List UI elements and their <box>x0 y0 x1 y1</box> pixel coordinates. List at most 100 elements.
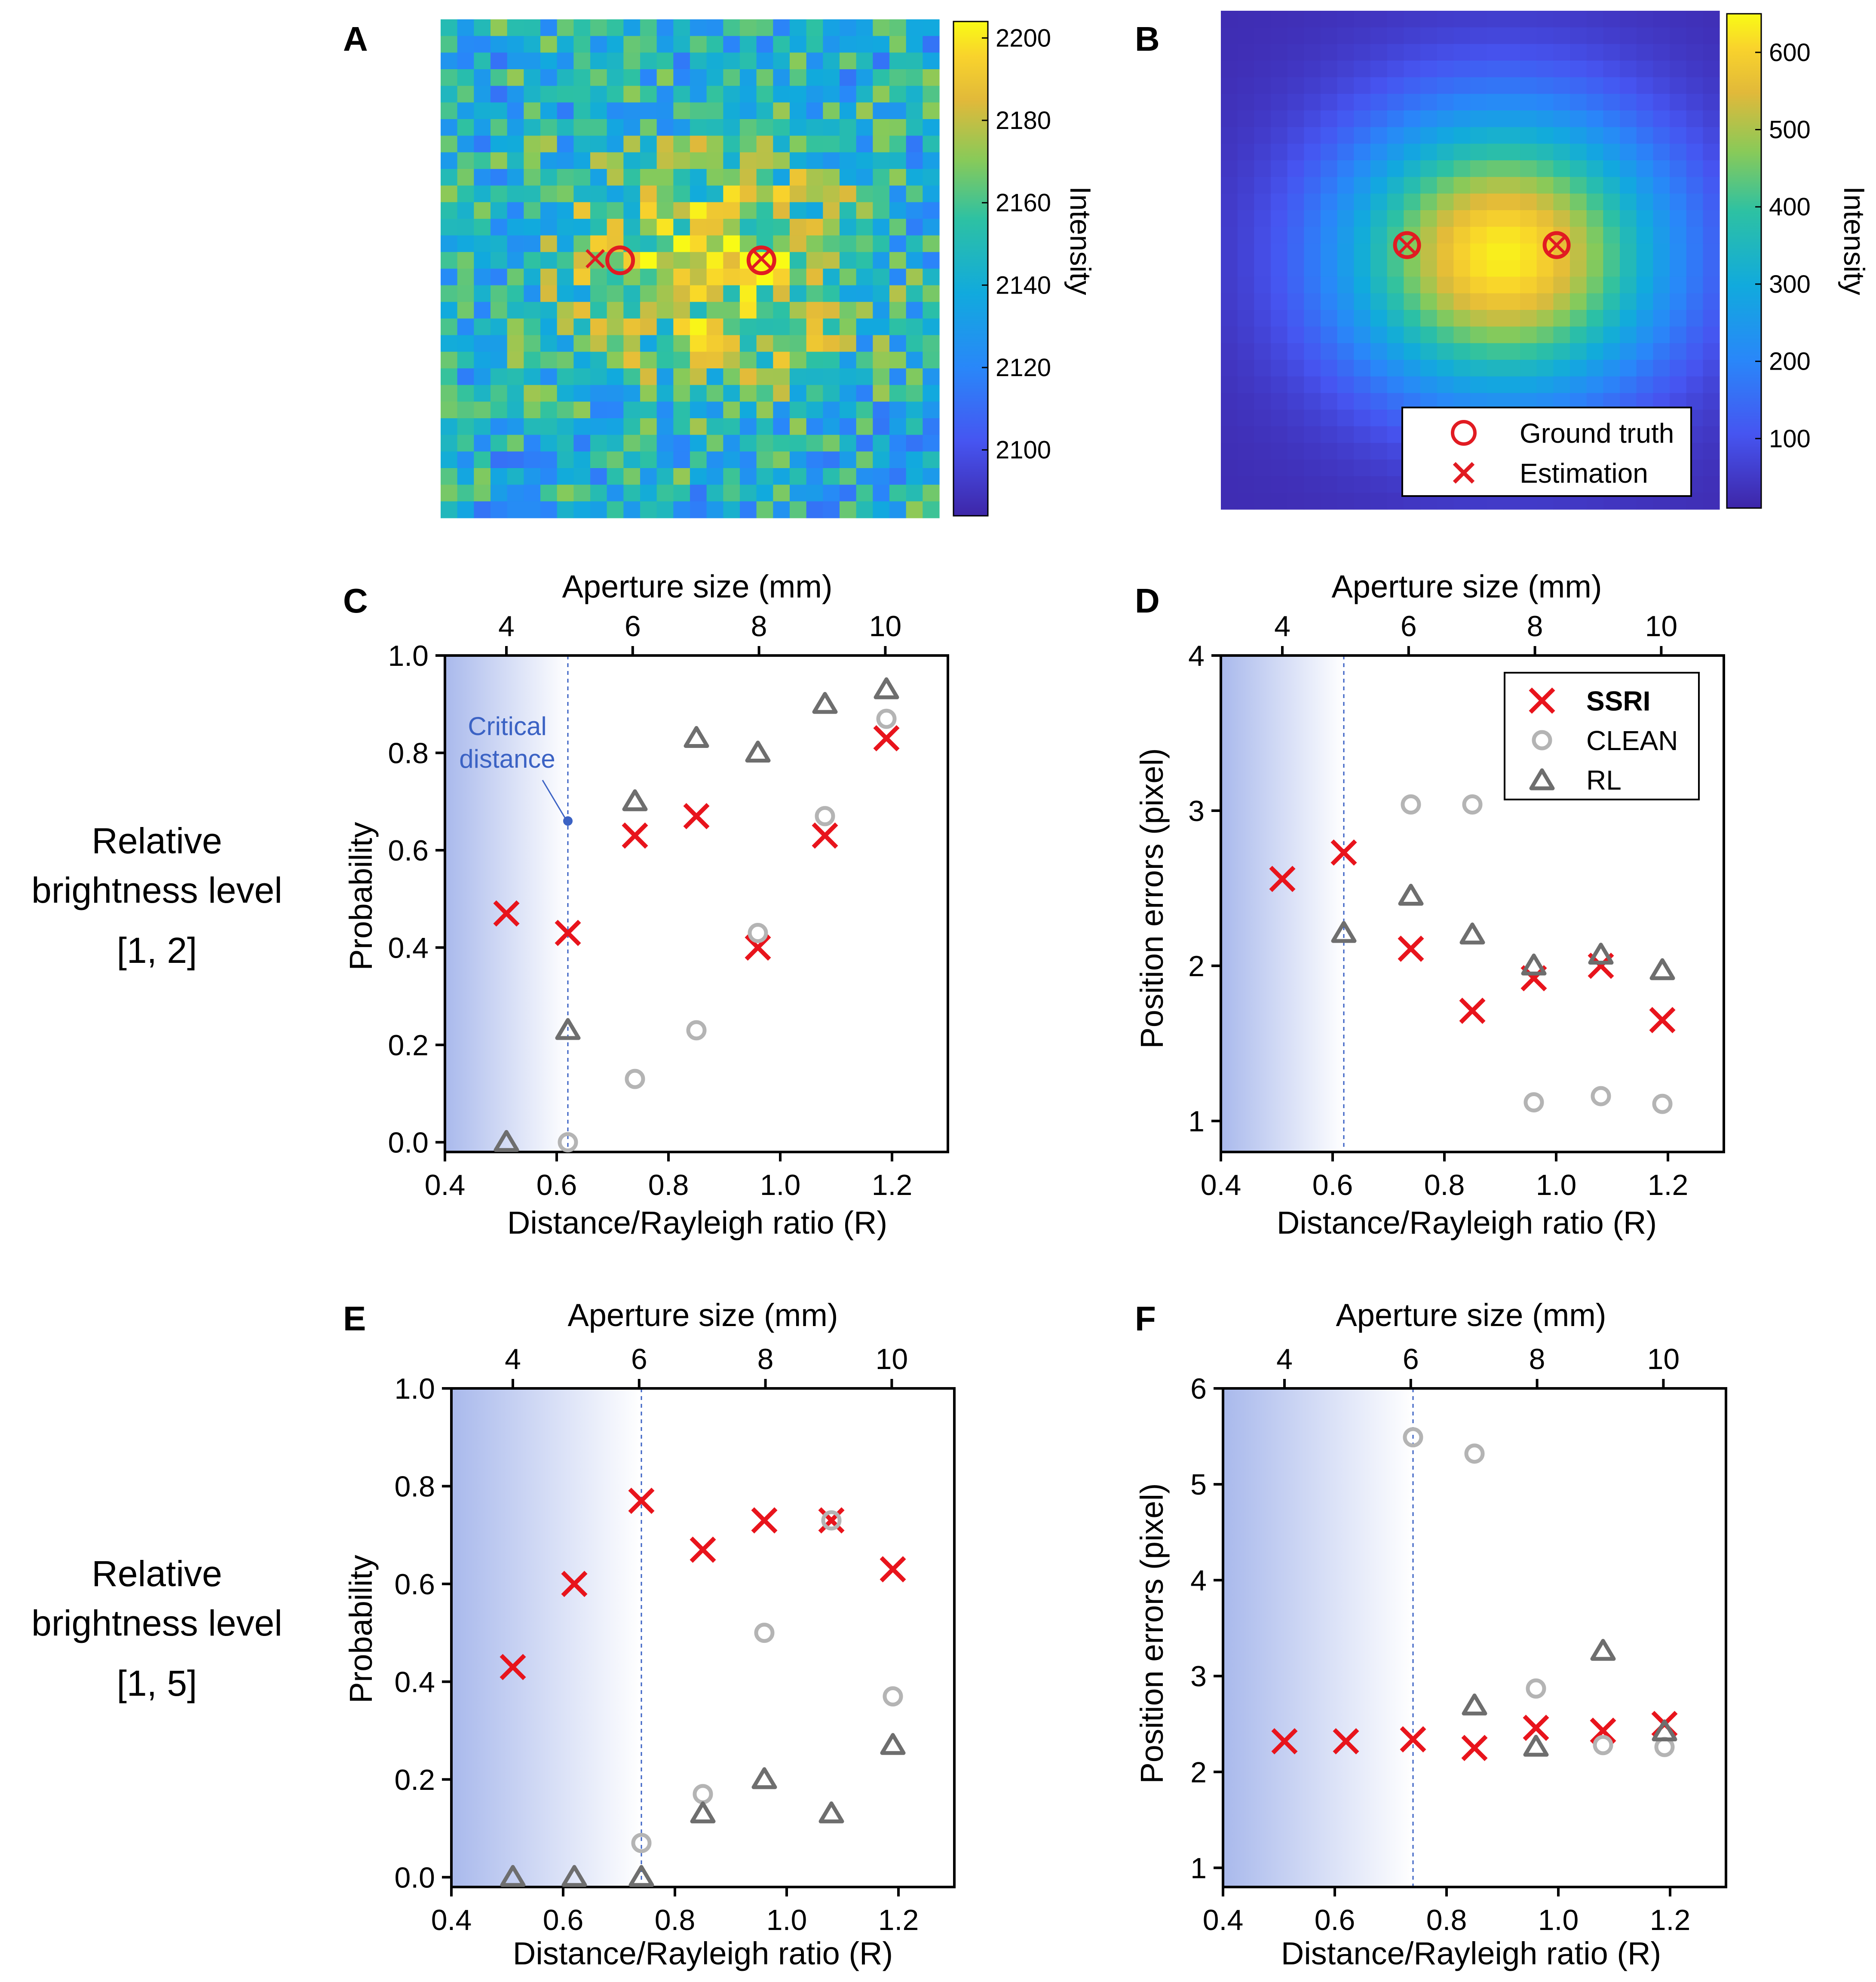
heatmap-cell <box>673 484 690 502</box>
heatmap-cell <box>723 385 740 402</box>
heatmap-cell <box>1304 293 1321 310</box>
heatmap-cell <box>1686 61 1703 78</box>
heatmap-cell <box>1686 210 1703 227</box>
x-tick-label: 1.0 <box>760 1169 801 1201</box>
heatmap-cell <box>840 69 857 86</box>
heatmap-cell <box>1653 210 1670 227</box>
heatmap-cell <box>840 152 857 169</box>
heatmap-cell <box>1321 77 1338 94</box>
heatmap-cell <box>873 185 890 202</box>
heatmap-cell <box>607 468 624 485</box>
heatmap-cell <box>507 219 524 236</box>
heatmap-cell <box>1653 61 1670 78</box>
heatmap-cell <box>557 185 574 202</box>
heatmap-cell <box>590 352 607 369</box>
heatmap-cell <box>1221 193 1238 211</box>
heatmap-cell <box>1287 376 1304 393</box>
point-clean <box>1593 1735 1613 1755</box>
point-ssri <box>812 822 838 849</box>
heatmap-cell <box>1536 343 1554 360</box>
heatmap-cell <box>773 451 790 469</box>
heatmap-cell <box>590 501 607 518</box>
heatmap-cell <box>1237 210 1254 227</box>
heatmap-cell <box>856 269 873 286</box>
heatmap-cell <box>673 235 690 252</box>
heatmap-cell <box>1271 393 1288 410</box>
heatmap-cell <box>1636 360 1653 377</box>
heatmap-cell <box>923 352 940 369</box>
heatmap-cell <box>1453 210 1471 227</box>
heatmap-cell <box>756 435 773 452</box>
markers-a <box>585 245 776 276</box>
heatmap-cell <box>607 219 624 236</box>
heatmap-cell <box>873 335 890 352</box>
heatmap-cell <box>740 202 757 219</box>
heatmap-cell <box>1536 310 1554 327</box>
row-label-1: Relative brightness level [1, 2] <box>31 821 282 971</box>
x-tick: 0.6 <box>1315 1887 1355 1936</box>
heatmap-cell <box>1453 44 1471 61</box>
heatmap-cell <box>656 36 674 53</box>
heatmap-cell <box>1420 343 1438 360</box>
heatmap-cell <box>490 484 508 502</box>
heatmap-cell <box>756 319 773 336</box>
heatmap-cell <box>524 451 541 469</box>
heatmap-cell <box>1586 61 1603 78</box>
heatmap-cell <box>756 484 773 502</box>
heatmap-cell <box>1487 343 1504 360</box>
heatmap-cell <box>590 36 607 53</box>
heatmap-cell <box>507 86 524 103</box>
heatmap-cell <box>1603 276 1620 294</box>
heatmap-cell <box>673 418 690 435</box>
heatmap-cell <box>1586 210 1603 227</box>
heatmap-cell <box>1304 227 1321 244</box>
heatmap-cell <box>557 19 574 37</box>
heatmap-cell <box>1487 44 1504 61</box>
colorbar-tick: 2120 <box>982 354 1051 382</box>
heatmap-cell <box>873 269 890 286</box>
heatmap-cell <box>756 36 773 53</box>
heatmap-cell <box>690 352 707 369</box>
heatmap-cell <box>1703 44 1720 61</box>
heatmap-cell <box>790 152 807 169</box>
heatmap-cell <box>1686 310 1703 327</box>
heatmap-cell <box>1487 160 1504 178</box>
heatmap-cell <box>740 468 757 485</box>
heatmap-cell <box>756 86 773 103</box>
heatmap-cell <box>1553 127 1570 144</box>
heatmap-cell <box>1686 276 1703 294</box>
heatmap-cell <box>1304 376 1321 393</box>
heatmap-cell <box>656 252 674 269</box>
heatmap-cell <box>1570 44 1587 61</box>
heatmap-cell <box>1337 360 1354 377</box>
heatmap-cell <box>790 86 807 103</box>
heatmap-cell <box>790 418 807 435</box>
heatmap-cell <box>557 501 574 518</box>
heatmap-cell <box>906 319 923 336</box>
heatmap-cell <box>457 501 474 518</box>
heatmap-cell <box>889 252 907 269</box>
heatmap-cell <box>740 152 757 169</box>
heatmap-cell <box>441 302 458 319</box>
heatmap-cell <box>840 219 857 236</box>
heatmap-cell <box>1337 476 1354 493</box>
heatmap-cell <box>1370 144 1388 161</box>
heatmap-cell <box>823 86 840 103</box>
heatmap-cell <box>557 451 574 469</box>
heatmap-cell <box>1354 110 1371 128</box>
heatmap-cell <box>840 501 857 518</box>
heatmap-cell <box>1304 476 1321 493</box>
heatmap-cell <box>524 119 541 136</box>
heatmap-cell <box>1603 326 1620 343</box>
heatmap-cell <box>490 335 508 352</box>
y-tick-label: 2 <box>1188 950 1205 983</box>
heatmap-cell <box>557 102 574 119</box>
heatmap-cell <box>1271 44 1288 61</box>
legend-b-estimation-marker <box>1453 462 1475 484</box>
heatmap-cell <box>1670 177 1687 194</box>
heatmap-cell <box>1420 193 1438 211</box>
heatmap-cell <box>1437 11 1454 28</box>
heatmap-cell <box>1453 110 1471 128</box>
heatmap-cell <box>1271 360 1288 377</box>
